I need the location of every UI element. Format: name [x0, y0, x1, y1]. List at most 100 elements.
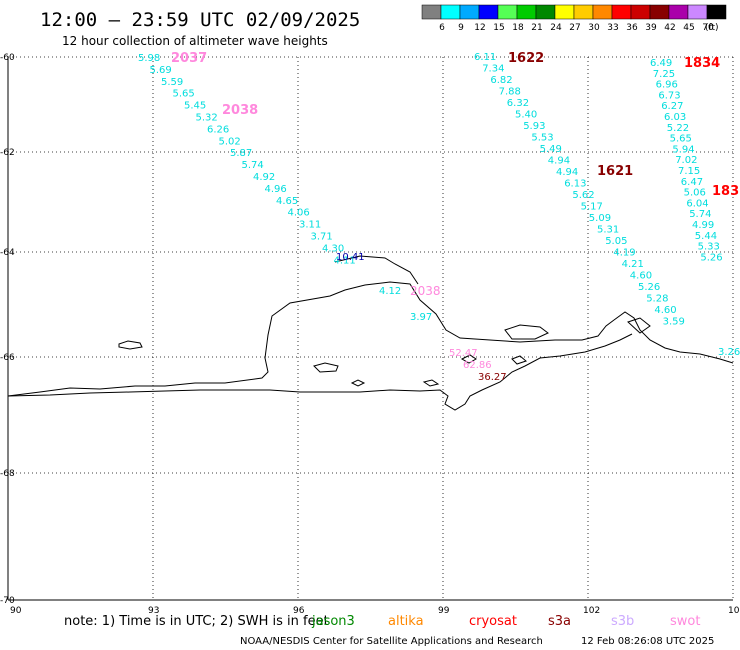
lat-label: -66 [0, 353, 15, 363]
satellite-jason3: jason3 [311, 614, 355, 629]
pass-1622-values: 6.117.346.827.886.325.405.935.535.494.94… [474, 52, 685, 328]
legend-label: 33 [607, 23, 618, 33]
satellite-s3a: s3a [548, 614, 571, 629]
coastline-main [7, 281, 734, 397]
wave-value: 5.74 [689, 209, 711, 220]
legend-swatch [554, 4, 575, 20]
legend-swatch [421, 4, 442, 20]
wave-value: 5.62 [572, 190, 594, 201]
wave-value: 2038 [410, 284, 441, 298]
wave-value: 5.98 [138, 53, 160, 64]
satellite-legend: jason3 altika cryosat s3a s3b swot [311, 614, 700, 629]
lat-label: -70 [0, 596, 15, 606]
wave-value: 6.47 [681, 177, 703, 188]
pass-time-1834: 1834 [684, 56, 720, 71]
legend-unit: (ft) [705, 23, 719, 33]
legend-swatch [668, 4, 689, 20]
lon-label: 99 [438, 606, 450, 616]
wave-value: 5.69 [150, 65, 172, 76]
legend-label: 70 [702, 23, 714, 33]
island-3 [313, 362, 339, 373]
wave-value: 7.25 [653, 69, 675, 80]
footer-credit: NOAA/NESDIS Center for Satellite Applica… [240, 636, 543, 647]
pass-time-2038: 2038 [222, 103, 258, 118]
wave-value: 5.33 [698, 242, 720, 253]
coastline-shelf [334, 255, 419, 285]
legend-swatch [440, 4, 461, 20]
legend-label: 12 [474, 23, 485, 33]
wave-value: 4.99 [692, 220, 714, 231]
map-subtitle: 12 hour collection of altimeter wave hei… [62, 34, 328, 48]
wave-value: 5.74 [242, 160, 264, 171]
wave-value: 5.94 [672, 144, 694, 155]
wave-value: 5.26 [638, 282, 660, 293]
legend-label: 15 [493, 23, 504, 33]
wave-value: 3.71 [311, 232, 333, 243]
wave-value: 4.19 [613, 248, 635, 259]
pass-time-2037: 2037 [171, 51, 207, 66]
island-8 [627, 317, 651, 334]
legend-swatch [592, 4, 613, 20]
wave-value: 5.65 [670, 134, 692, 145]
wave-value: 6.73 [658, 90, 680, 101]
wave-value: 6.26 [207, 124, 229, 135]
pass-time-1621: 1621 [597, 164, 633, 179]
legend-swatch [478, 4, 499, 20]
legend-swatch [687, 4, 708, 20]
coastline-lower [7, 333, 633, 411]
island-2 [504, 324, 549, 340]
wave-value: 6.13 [564, 179, 586, 190]
wave-value: 7.02 [675, 155, 697, 166]
lat-label: -68 [0, 469, 15, 479]
wave-value: 62.86 [463, 360, 492, 371]
wave-value: 4.60 [654, 305, 676, 316]
wave-value: 5.06 [684, 188, 706, 199]
wave-value: 4.94 [548, 156, 570, 167]
legend-swatch [516, 4, 537, 20]
legend-label: 42 [664, 23, 675, 33]
wave-value: 10.41 [336, 252, 365, 263]
wave-value: 7.34 [482, 64, 504, 75]
wave-value: 4.65 [276, 196, 298, 207]
wave-value: 4.60 [630, 271, 652, 282]
wave-value: 5.59 [161, 77, 183, 88]
wave-value: 3.59 [663, 317, 685, 328]
wave-value: 5.65 [173, 89, 195, 100]
wave-value: 6.82 [490, 75, 512, 86]
legend-swatch [706, 4, 727, 20]
lon-label: 90 [10, 606, 22, 616]
legend-label: 6 [439, 23, 445, 33]
wave-value: 6.49 [650, 58, 672, 69]
wave-value: 4.06 [288, 208, 310, 219]
color-legend: 6 9 12 15 18 21 24 27 30 33 36 39 42 45 70 [421, 4, 727, 33]
island-7 [511, 355, 528, 365]
island-5 [422, 379, 440, 387]
lat-label: -62 [0, 148, 15, 158]
wave-value: 6.27 [661, 101, 683, 112]
wave-value: 5.22 [667, 123, 689, 134]
wave-value: 4.92 [253, 172, 275, 183]
legend-swatch [611, 4, 632, 20]
legend-swatch [649, 4, 670, 20]
wave-value: 36.27 [478, 372, 507, 383]
legend-label: 18 [512, 23, 524, 33]
wave-value: 5.28 [646, 294, 668, 305]
lon-label: 93 [148, 606, 159, 616]
map-title: 12:00 – 23:59 UTC 02/09/2025 [40, 9, 360, 31]
wave-value: 6.11 [474, 52, 496, 63]
lon-label: 102 [583, 606, 600, 616]
wave-value: 5.26 [700, 252, 722, 263]
satellite-cryosat: cryosat [469, 614, 517, 629]
legend-label: 21 [531, 23, 542, 33]
legend-label: 36 [626, 23, 638, 33]
satellite-s3b: s3b [611, 614, 634, 629]
wave-value: 5.40 [515, 110, 537, 121]
legend-label: 30 [588, 23, 600, 33]
wave-value: 5.44 [695, 231, 717, 242]
lon-label: 105 [728, 606, 740, 616]
pass-2037-values: 5.985.695.595.655.455.326.265.025.875.74… [138, 53, 356, 266]
lat-label: -64 [0, 248, 15, 258]
wave-value: 5.32 [196, 113, 218, 124]
wave-value: 5.93 [523, 121, 545, 132]
wave-value: 5.87 [230, 148, 252, 159]
